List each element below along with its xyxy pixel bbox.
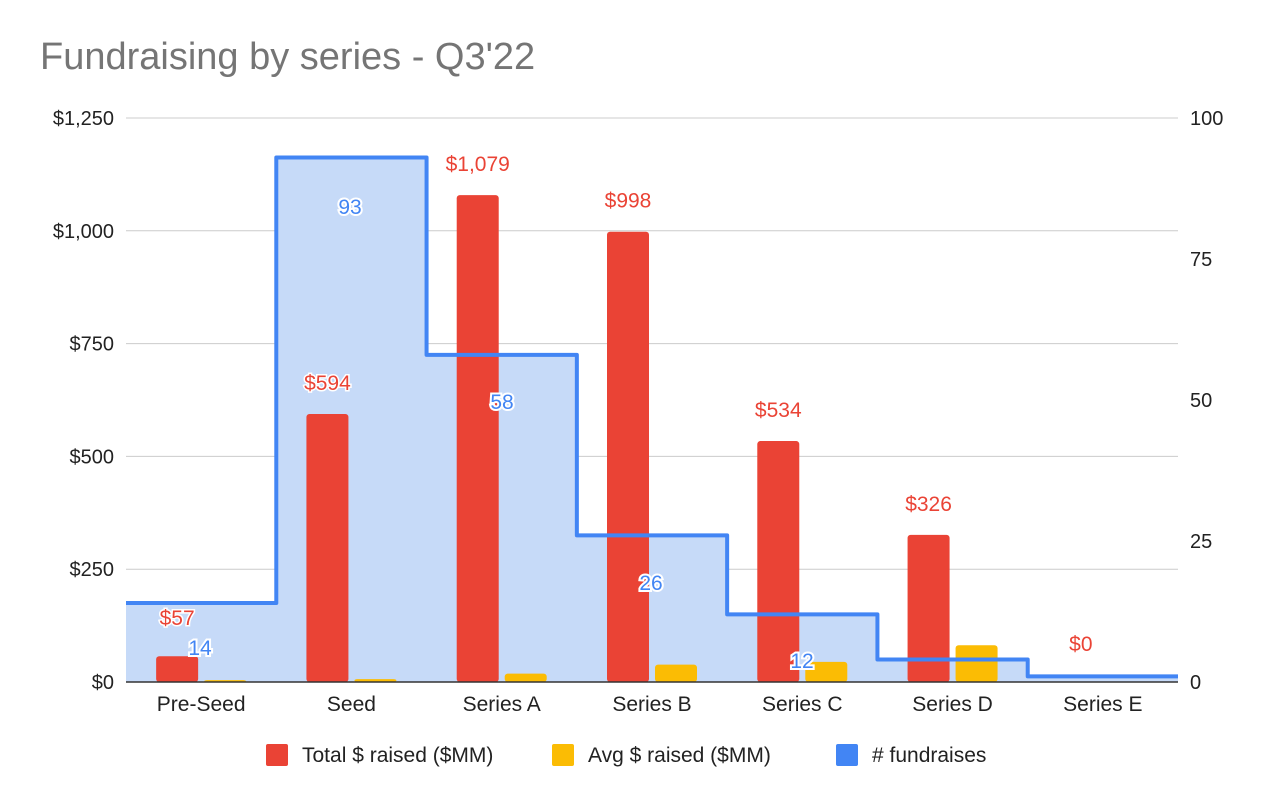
y-left-tick-label: $0 (92, 672, 114, 694)
bar-total-raised (757, 441, 800, 682)
legend-swatch (836, 744, 858, 766)
fundraises-line (126, 155, 1178, 679)
data-label-total: $534 (755, 399, 802, 422)
fundraises-area (126, 157, 1178, 683)
x-tick-label: Pre-Seed (157, 693, 246, 716)
data-label-fundraises: 26 (639, 572, 662, 595)
bar-total-raised (306, 413, 349, 682)
fundraises-area-fill (126, 157, 1178, 683)
y-left-tick-label: $750 (70, 334, 115, 356)
x-tick-label: Series B (612, 693, 691, 716)
y-right-tick-label: 75 (1190, 249, 1212, 271)
data-label-total: $326 (905, 493, 952, 516)
y-right-tick-label: 25 (1190, 531, 1212, 553)
y-left-tick-label: $250 (70, 559, 115, 581)
legend-swatch (552, 744, 574, 766)
y-right-tick-label: 100 (1190, 108, 1223, 130)
y-left-tick-label: $1,250 (53, 108, 114, 130)
x-tick-label: Series D (912, 693, 993, 716)
bars (156, 195, 998, 683)
x-tick-label: Seed (327, 693, 376, 716)
x-tick-label: Series A (463, 693, 541, 716)
legend-label: Total $ raised ($MM) (302, 744, 493, 767)
chart-title: Fundraising by series - Q3'22 (40, 36, 536, 78)
x-tick-label: Series C (762, 693, 843, 716)
axes: $0 $250 $500 $750 $1,000 $1,250 0 25 50 75 100 Pre-… (53, 108, 1224, 716)
y-right-tick-label: 0 (1190, 672, 1201, 694)
data-label-total: $57 (160, 607, 195, 630)
data-label-fundraises: 12 (790, 650, 813, 673)
fundraises-step-line (126, 155, 1178, 679)
x-tick-label: Series E (1063, 693, 1142, 716)
data-label-fundraises: 14 (188, 637, 212, 660)
data-label-total: $998 (605, 190, 652, 213)
bar-total-raised (907, 534, 950, 682)
bar-total-raised (607, 231, 649, 682)
data-labels: $57 $594 $1,079 $998 $534 $326 $0 14 93 58 26 12 (158, 152, 1094, 675)
bar-avg-raised (955, 645, 998, 682)
bar-total-raised (156, 656, 199, 682)
data-label-total: $0 (1069, 633, 1092, 656)
data-label-total: $1,079 (446, 153, 510, 176)
y-left-tick-label: $500 (70, 446, 115, 468)
legend-label: Avg $ raised ($MM) (588, 744, 771, 767)
data-label-fundraises: 58 (490, 391, 513, 414)
legend: Total $ raised ($MM) Avg $ raised ($MM) # … (266, 744, 986, 767)
bar-avg-raised (504, 673, 547, 682)
bar-total-raised (456, 195, 499, 682)
bar-avg-raised (805, 661, 848, 682)
data-label-total: $594 (304, 372, 351, 395)
legend-swatch (266, 744, 288, 766)
y-left-tick-label: $1,000 (53, 221, 114, 243)
legend-label: # fundraises (872, 744, 986, 767)
y-right-tick-label: 50 (1190, 390, 1212, 412)
data-label-fundraises: 93 (338, 196, 361, 219)
bar-avg-raised (655, 664, 697, 682)
